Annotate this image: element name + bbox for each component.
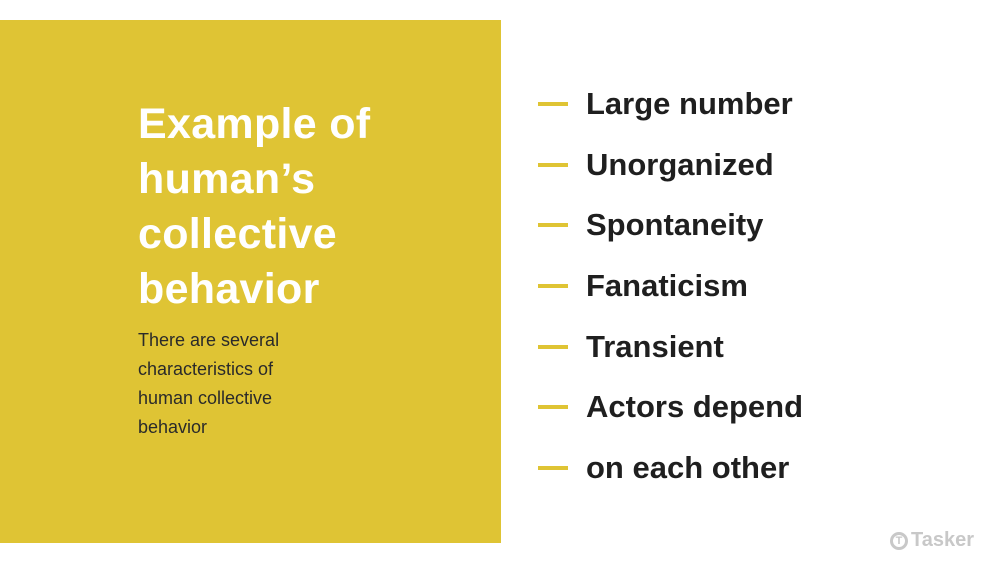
title-line: behavior	[138, 265, 320, 313]
list-item: Unorganized	[538, 135, 803, 196]
title-line: Example of	[138, 100, 371, 148]
list-item: on each other	[538, 438, 803, 499]
list-item-label: Large number	[586, 86, 793, 122]
dash-bullet-icon	[538, 102, 568, 107]
list-item: Fanaticism	[538, 256, 803, 317]
title-line: human’s	[138, 155, 316, 203]
list-item: Transient	[538, 316, 803, 377]
list-item-label: Transient	[586, 328, 724, 364]
dash-bullet-icon	[538, 223, 568, 228]
characteristics-list: Large number Unorganized Spontaneity Fan…	[538, 74, 803, 498]
list-item-label: Fanaticism	[586, 268, 748, 304]
subtitle-line: There are several	[138, 330, 280, 350]
dash-bullet-icon	[538, 344, 568, 349]
dash-bullet-icon	[538, 405, 568, 410]
slide-subtitle: There are several characteristics of hum…	[138, 326, 338, 442]
list-item-label: Actors depend	[586, 389, 804, 425]
subtitle-line: behavior	[138, 417, 208, 437]
slide-title: Example of human’s collective behavior	[138, 97, 478, 317]
list-item: Spontaneity	[538, 195, 803, 256]
dash-bullet-icon	[538, 162, 568, 167]
list-item-label: Spontaneity	[586, 207, 764, 243]
tasker-logo-icon: T	[890, 531, 908, 550]
dash-bullet-icon	[538, 465, 568, 470]
tasker-watermark: T Tasker	[890, 529, 974, 552]
list-item-label: Unorganized	[586, 146, 774, 182]
dash-bullet-icon	[538, 284, 568, 289]
yellow-panel	[0, 20, 501, 543]
list-item: Large number	[538, 74, 803, 135]
list-item: Actors depend	[538, 377, 803, 438]
list-item-label: on each other	[586, 449, 790, 485]
subtitle-line: characteristics of	[138, 359, 274, 379]
title-line: collective	[138, 210, 337, 258]
subtitle-line: human collective	[138, 388, 273, 408]
watermark-text: Tasker	[911, 529, 975, 551]
